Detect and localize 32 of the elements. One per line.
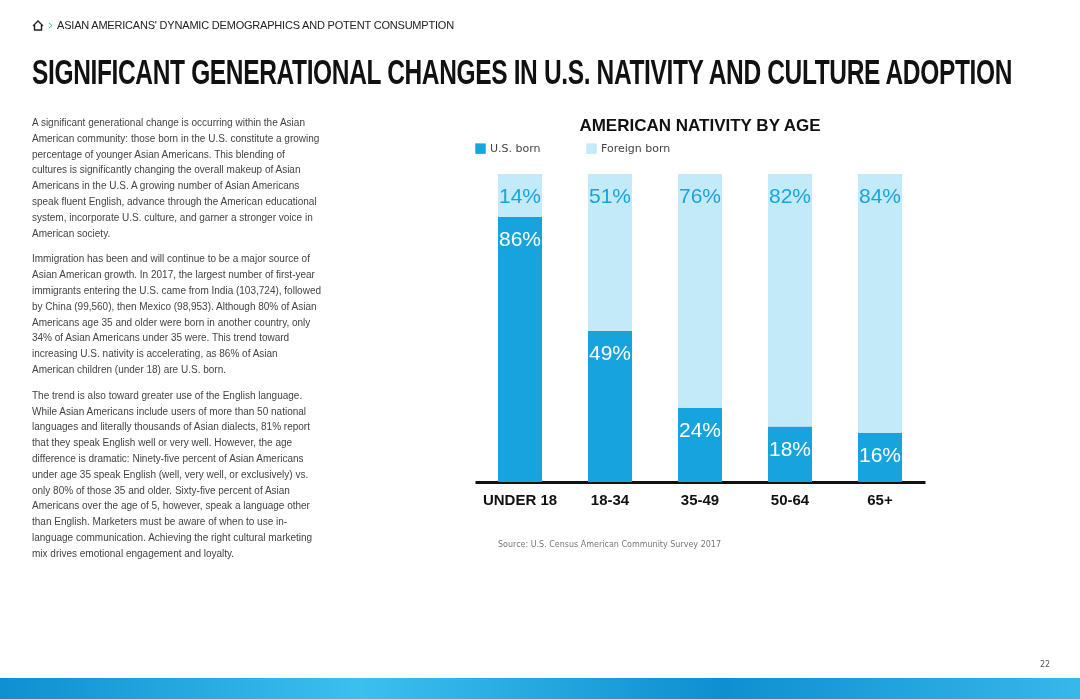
data-label: 14% [498,184,542,207]
legend-label: U.S. born [490,141,541,155]
data-label: 49% [588,341,632,365]
chart-title: SIGNIFICANT GENERATIONAL CHANGES IN U.S. NATIVITY AND CULTURE ADOPTION [32,52,1013,92]
bar [678,408,722,482]
data-label: 18% [768,436,812,460]
text: A significant generational change is occurring within the Asian American community: those born in the U.S. constitute a growing percentage of younger Asian Americans. This blending of cultures is significantly changing the overall makeup of Asian Americans in the U.S. A growing number of Asian Americans speak fluent English, advance through the American educational system, incorporate U.S. culture, and garner a stronger voice in American society. [32,116,321,241]
bar [588,331,632,482]
bar [678,174,722,409]
data-label: 84% [858,184,902,207]
data-label: 76% [678,184,722,207]
legend-label: Foreign born [601,141,671,155]
x-tick-label: 65+ [867,490,893,508]
data-label: 51% [588,184,632,207]
chart-subtitle: AMERICAN NATIVITY BY AGE [579,116,821,135]
text: 22 [1040,660,1051,669]
text: The trend is also toward greater use of the English language. While Asian Americans include users of more than 50 national languages and literally thousands of Asian dialects, 81% report that they speak English well or very well. However, the age difference is dramatic: Ninety-five percent of Asian Americans under age 35 speak English (well, very well, or exclusively) vs. only 80% of those 35 and older. Sixty-five percent of Asian Americans over the age of 5, however, speak a language other than English. Marketers must be aware of when to use in-language communication. Achieving the right cultural marketing mix drives emotional engagement and loyalty. [32,389,313,559]
x-tick-label: UNDER 18 [482,490,558,508]
data-label: 16% [858,442,902,466]
data-label: 24% [678,418,722,442]
source-note: Source: U.S. Census American Community Survey 2017 [498,540,721,549]
bar [588,174,632,332]
text: ASIAN AMERICANS' DYNAMIC DEMOGRAPHICS AND POTENT CONSUMPTION [57,19,454,31]
x-tick-label: 35-49 [680,490,720,508]
data-label: 82% [768,184,812,207]
bar [768,174,812,427]
bar [498,217,542,482]
text: Immigration has been and will continue to be a major source of Asian American growth. In 2017, the largest number of first-year immigrants entering the U.S. came from India (103,724), followed by China (99,560), then Mexico (98,953). Although 80% of Asian Americans age 35 and older were born in another country, only 34% of Asian Americans under 35 were. This trend toward increasing U.S. nativity is accelerating, as 86% of Asian American children (under 18) are U.S. born. [32,252,322,377]
data-label: 86% [498,227,542,251]
x-tick-label: 50-64 [770,490,810,508]
x-tick-label: 18-34 [590,490,630,508]
bar [858,174,902,433]
